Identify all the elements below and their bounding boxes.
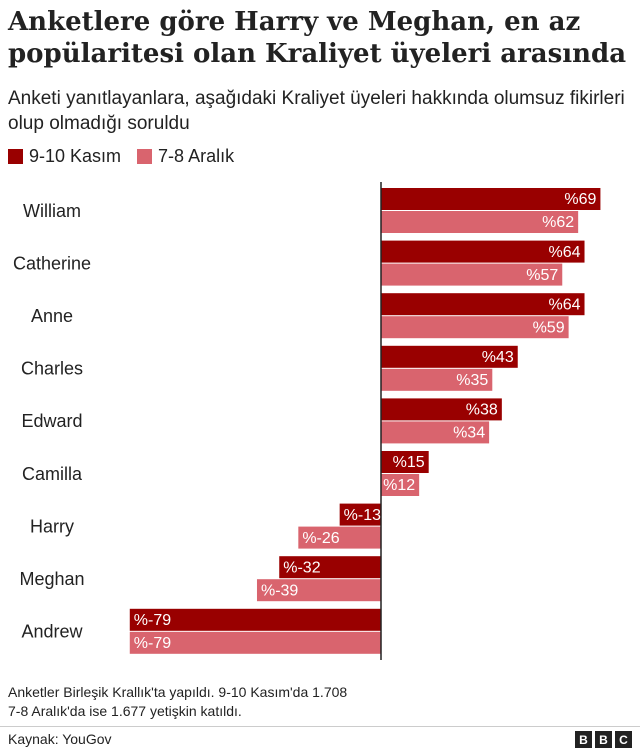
chart-title: Anketlere göre Harry ve Meghan, en az po… [8,7,627,69]
category-label-harry: Harry [30,516,74,536]
bar-catherine-series-1 [381,240,585,263]
bbc-logo: B B C [572,731,632,748]
data-label-william-series-1: %69 [564,191,596,208]
category-label-edward: Edward [21,411,82,431]
source-text: Kaynak: YouGov [8,731,112,747]
legend-item-series-2: 7-8 Aralık [137,146,234,167]
bar-edward-series-1 [381,398,502,421]
category-label-anne: Anne [31,306,73,326]
data-label-william-series-2: %62 [542,214,574,231]
bar-william-series-2 [381,211,579,233]
category-label-camilla: Camilla [22,464,83,484]
data-label-meghan-series-2: %-39 [261,582,298,599]
category-label-charles: Charles [21,359,83,379]
bar-meghan-series-1 [279,556,381,579]
bar-charles-series-2 [381,368,493,391]
bar-catherine-series-2 [381,263,563,286]
category-label-william: William [23,201,81,221]
bar-andrew-series-2 [129,631,381,654]
category-label-meghan: Meghan [19,569,84,589]
data-label-edward-series-2: %34 [453,425,485,442]
legend: 9-10 Kasım 7-8 Aralık [8,145,250,167]
data-label-meghan-series-1: %-32 [283,559,320,576]
bar-anne-series-1 [381,293,585,316]
legend-label-series-2: 7-8 Aralık [158,145,235,166]
data-label-harry-series-2: %-26 [302,530,339,547]
bar-camilla-series-1 [381,451,429,473]
data-label-catherine-series-1: %64 [548,244,580,261]
bar-charles-series-1 [381,345,518,368]
data-label-anne-series-2: %59 [533,319,565,336]
bar-anne-series-2 [381,316,569,339]
bar-harry-series-2 [298,526,381,549]
legend-label-series-1: 9-10 Kasım [29,145,122,166]
data-label-andrew-series-2: %-79 [134,635,171,652]
data-label-charles-series-2: %35 [456,372,488,389]
bar-andrew-series-1 [129,608,381,631]
bbc-logo-block-1: B [575,731,592,748]
data-label-harry-series-1: %-13 [344,507,381,524]
data-label-andrew-series-1: %-79 [134,612,171,629]
legend-item-series-1: 9-10 Kasım [8,146,121,167]
footnote-line-2: 7-8 Aralık'da ise 1.677 yetişkin katıldı… [8,703,242,719]
bar-camilla-series-2 [381,474,420,496]
chart-subtitle: Anketi yanıtlayanlara, aşağıdaki Kraliye… [8,88,625,134]
bar-edward-series-2 [381,421,490,444]
bbc-logo-block-2: B [595,731,612,748]
bar-william-series-1 [381,188,601,210]
bar-harry-series-1 [339,503,381,526]
data-label-edward-series-1: %38 [466,402,498,419]
legend-swatch-series-1 [8,148,23,164]
data-label-anne-series-1: %64 [548,296,580,313]
bar-meghan-series-2 [256,579,381,602]
data-label-catherine-series-2: %57 [526,267,558,284]
data-label-charles-series-1: %43 [482,349,514,366]
footer-divider [0,726,640,727]
category-label-andrew: Andrew [21,622,83,642]
bar-chart: William %69 %62 Catherine %64 %57 Anne %64 %59 Ch… [13,182,601,660]
category-label-catherine: Catherine [13,253,91,273]
footnote-line-1: Anketler Birleşik Krallık'ta yapıldı. 9-… [8,684,348,700]
data-label-camilla-series-1: %15 [393,454,425,471]
legend-swatch-series-2 [137,148,153,164]
data-label-camilla-series-2: %12 [383,477,415,494]
footnote: Anketler Birleşik Krallık'ta yapıldı. 9-… [8,683,608,721]
bbc-logo-block-3: C [615,731,632,748]
